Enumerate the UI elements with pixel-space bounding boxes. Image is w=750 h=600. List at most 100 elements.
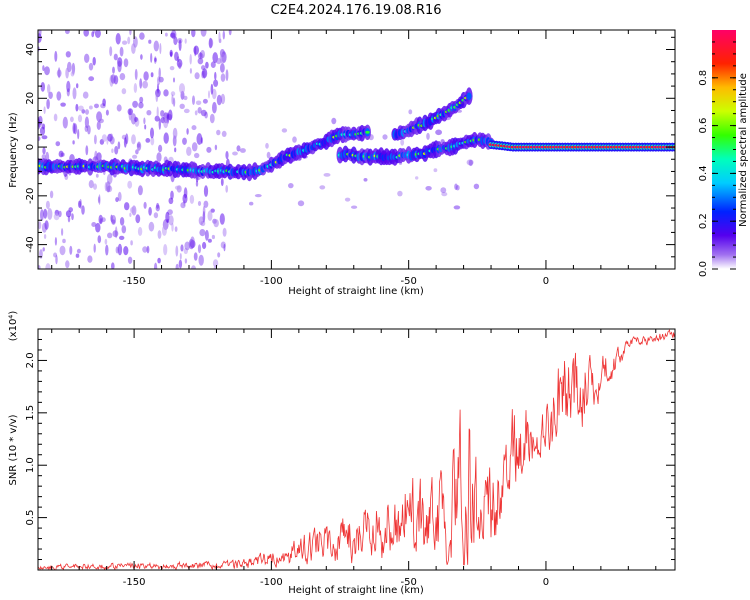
- spectrogram-speckle: [199, 51, 202, 59]
- spectrogram-speckle: [40, 209, 44, 221]
- spectrogram-speckle: [38, 136, 41, 141]
- spectrogram-speckle: [42, 65, 45, 72]
- spectrogram-speckle: [154, 57, 157, 62]
- chart-title: C2E4.2024.176.19.08.R16: [270, 3, 441, 18]
- spectrogram-speckle: [73, 123, 78, 135]
- spectrogram-speckle: [168, 215, 174, 226]
- spectrogram-speckle: [331, 117, 337, 125]
- spectrogram-speckle: [169, 49, 173, 57]
- spectrogram-speckle: [104, 238, 108, 245]
- spectrogram-speckle: [196, 133, 203, 145]
- spectrogram-speckle: [94, 103, 99, 109]
- spectrogram-speckle: [210, 61, 216, 68]
- spectrogram-speckle: [53, 113, 58, 122]
- spectrogram-speckle: [435, 129, 442, 136]
- spectrogram-speckle: [98, 214, 103, 225]
- spectrogram-speckle: [154, 262, 158, 269]
- spectrogram-speckle: [105, 244, 109, 256]
- spectrogram-speckle: [68, 207, 73, 213]
- colorbar-tick-label: 0.6: [698, 118, 709, 134]
- spectrogram-speckle: [171, 94, 174, 105]
- spectrogram-speckle: [110, 74, 116, 84]
- spectrogram-x-tick-label: -100: [260, 276, 283, 287]
- spectrogram-speckle: [194, 72, 200, 80]
- snr-multiplier: (x10⁴): [8, 311, 19, 342]
- spectrogram-speckle: [71, 213, 74, 221]
- spectrogram-speckle: [84, 116, 89, 129]
- snr-frame: [37, 328, 676, 571]
- spectrogram-speckle: [48, 91, 53, 100]
- spectrogram-speckle: [178, 39, 182, 51]
- spectrogram-speckle: [216, 94, 222, 106]
- spectrogram-speckle: [62, 116, 68, 129]
- spectrogram-speckle: [109, 133, 114, 141]
- spectrogram-speckle: [123, 137, 127, 148]
- spectrogram-x-tick-label: 0: [543, 276, 549, 287]
- spectrogram-speckle: [70, 116, 74, 123]
- spectrogram-speckle: [47, 208, 53, 220]
- spectrogram-speckle: [170, 190, 174, 200]
- spectrogram-speckle: [200, 109, 207, 117]
- spectrogram-speckle: [183, 108, 190, 114]
- spectrogram-speckle: [40, 82, 45, 92]
- snr-y-tick-label: 1.5: [25, 405, 36, 421]
- spectrogram-speckle: [134, 68, 138, 81]
- spectrogram-speckle: [426, 132, 430, 140]
- spectrogram-speckle: [93, 183, 97, 190]
- spectrogram-x-tick-label: -50: [400, 276, 416, 287]
- spectrogram-speckle: [41, 135, 48, 140]
- spectrogram-speckle: [175, 263, 179, 269]
- spectrogram-speckle: [155, 90, 159, 103]
- spectrogram-speckle: [223, 243, 226, 252]
- spectrogram-y-tick-label: -20: [25, 188, 36, 204]
- spectrogram-x-tick-label: -150: [123, 276, 146, 287]
- spectrogram-speckle: [88, 62, 94, 71]
- spectrogram-speckle: [65, 30, 70, 35]
- spectrogram-speckle: [77, 129, 80, 140]
- spectrogram-speckle: [202, 98, 208, 104]
- spectrogram-speckle: [119, 46, 124, 57]
- spectrogram-speckle: [145, 138, 151, 143]
- spectrogram-speckle: [189, 68, 192, 74]
- spectrogram-speckle: [91, 31, 95, 38]
- spectrogram-speckle: [56, 91, 62, 101]
- spectrogram-speckle: [122, 40, 128, 45]
- spectrogram-speckle: [186, 128, 189, 135]
- spectrogram-speckle: [58, 150, 64, 158]
- spectrogram-speckle: [102, 98, 106, 107]
- spectrogram-speckle: [174, 51, 179, 61]
- spectrogram-speckle: [220, 73, 226, 82]
- spectrogram-speckle: [157, 230, 162, 239]
- spectrogram-speckle: [131, 134, 136, 145]
- spectrogram-speckle: [62, 238, 66, 244]
- spectrogram-speckle: [179, 103, 185, 110]
- spectrogram-speckle: [117, 243, 123, 256]
- snr-x-tick-label: -150: [123, 577, 146, 588]
- spectrogram-speckle: [107, 232, 113, 239]
- spectrogram-speckle: [143, 71, 149, 81]
- spectrogram-speckle: [98, 118, 104, 124]
- spectrogram-speckle: [144, 124, 147, 130]
- spectrogram-speckle: [221, 130, 227, 137]
- spectrogram-speckle: [195, 100, 202, 106]
- spectrogram-speckle: [117, 191, 122, 202]
- spectrogram-speckle: [165, 32, 168, 37]
- spectrogram-speckle: [130, 240, 133, 246]
- spectrogram-speckle: [140, 54, 143, 60]
- spectrogram-speckle: [180, 202, 186, 209]
- spectrogram-speckle: [134, 116, 138, 123]
- spectrogram-speckle: [198, 216, 204, 226]
- spectrogram-y-tick-label: 40: [25, 43, 36, 56]
- spectrogram-speckle: [425, 186, 432, 191]
- spectrogram-ridge-mid: [466, 92, 472, 100]
- spectrogram-speckle: [182, 137, 187, 145]
- spectrogram-y-axis-label: Frequency (Hz): [8, 112, 19, 188]
- colorbar: 0.0 0.2 0.4 0.6 0.8 Normalized spectral ampl…: [698, 30, 749, 277]
- spectrogram-speckle: [117, 60, 122, 73]
- spectrogram-speckle: [236, 145, 241, 152]
- snr-x-tick-label: -50: [400, 577, 416, 588]
- spectrogram-speckle: [137, 226, 143, 236]
- snr-x-tick-label: -100: [260, 577, 283, 588]
- spectrogram-speckle: [455, 185, 460, 191]
- spectrogram-y-tick-label: 0: [25, 144, 36, 150]
